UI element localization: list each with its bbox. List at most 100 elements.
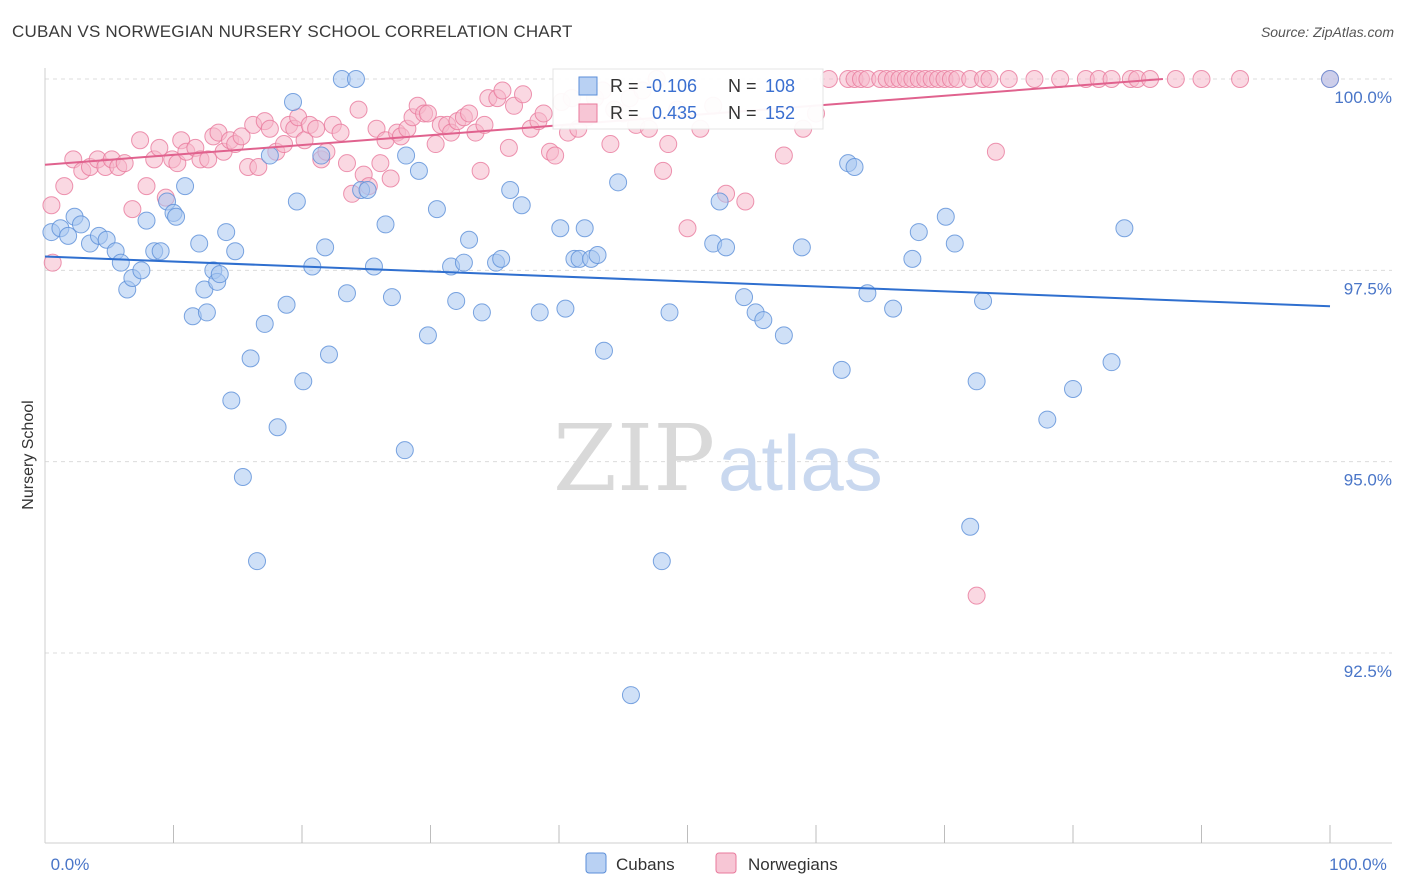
norwegians-point xyxy=(43,253,62,272)
norwegians-point xyxy=(199,150,218,169)
x-tick-label-max: 100.0% xyxy=(1329,855,1387,874)
norwegians-point xyxy=(1166,70,1185,88)
cubans-point xyxy=(735,288,754,307)
cubans-point xyxy=(151,242,170,261)
cubans-point xyxy=(556,299,575,318)
norwegians-point xyxy=(260,119,279,138)
norwegians-r-value: 0.435 xyxy=(652,103,697,123)
cubans-point xyxy=(588,246,607,265)
cubans-point xyxy=(1102,353,1121,372)
axes xyxy=(44,68,1392,844)
cubans-point xyxy=(621,686,640,705)
cubans-point xyxy=(233,467,252,486)
norwegians-point xyxy=(499,138,518,157)
cubans-point xyxy=(59,226,78,245)
cubans-point xyxy=(260,146,279,165)
cubans-point xyxy=(472,303,491,322)
norwegians-point xyxy=(514,85,533,104)
norwegians-point xyxy=(471,161,490,180)
legend-swatch-norwegians xyxy=(715,852,737,874)
norwegians-point xyxy=(475,115,494,134)
norwegians-point xyxy=(42,196,61,215)
cubans-point xyxy=(176,177,195,196)
cubans-point xyxy=(210,265,229,284)
cubans-point xyxy=(967,372,986,391)
cubans-point xyxy=(337,284,356,303)
norwegians-point xyxy=(986,142,1005,161)
norwegians-point xyxy=(601,135,620,154)
cubans-point xyxy=(710,192,729,211)
cubans-point xyxy=(427,200,446,219)
norwegians-point xyxy=(1192,70,1211,88)
cubans-point xyxy=(974,291,993,310)
cubans-point xyxy=(1115,219,1134,238)
cubans-point xyxy=(774,326,793,345)
cubans-point xyxy=(1064,379,1082,398)
y-tick-label: 97.5% xyxy=(1344,279,1392,298)
y-axis-label: Nursery School xyxy=(20,400,37,509)
norwegians-n-label: N = xyxy=(728,103,757,123)
norwegians-point xyxy=(659,135,678,154)
norwegians-point xyxy=(331,123,350,142)
cubans-point xyxy=(222,391,241,410)
cubans-point xyxy=(287,192,306,211)
cubans-point xyxy=(376,215,395,234)
cubans-point xyxy=(492,249,511,268)
cubans-point xyxy=(71,215,90,234)
cubans-point xyxy=(197,303,216,322)
cubans-point xyxy=(382,288,401,307)
cubans-point xyxy=(255,314,274,333)
legend-label-norwegians: Norwegians xyxy=(748,855,838,874)
watermark-zip: ZIP xyxy=(553,405,715,512)
norwegians-r-label: R = xyxy=(610,103,639,123)
norwegians-point xyxy=(249,158,268,177)
cubans-point xyxy=(594,341,613,360)
cubans-n-label: N = xyxy=(728,76,757,96)
y-tick-label: 95.0% xyxy=(1344,471,1392,490)
cubans-point xyxy=(460,230,479,249)
cubans-r-value: -0.106 xyxy=(646,76,697,96)
cubans-point xyxy=(945,234,964,253)
legend: Cubans Norwegians xyxy=(585,852,838,874)
cubans-point xyxy=(284,92,303,111)
cubans-point xyxy=(660,303,679,322)
norwegians-point xyxy=(980,70,999,88)
cubans-point xyxy=(609,173,628,192)
watermark: ZIP atlas xyxy=(553,405,883,512)
cubans-point xyxy=(454,253,473,272)
cubans-point xyxy=(217,223,236,242)
cubans-points xyxy=(42,70,1339,705)
norwegians-point xyxy=(1102,70,1121,88)
cubans-point xyxy=(652,552,671,571)
cubans-point xyxy=(845,158,864,177)
cubans-point xyxy=(832,360,851,379)
source-credit: Source: ZipAtlas.com xyxy=(1260,24,1394,40)
cubans-point xyxy=(530,303,549,322)
norwegians-point xyxy=(1231,70,1250,88)
norwegians-point xyxy=(275,135,294,154)
cubans-point xyxy=(1038,410,1057,429)
cubans-point xyxy=(268,418,287,437)
norwegians-point xyxy=(55,177,74,196)
norwegians-point xyxy=(1051,70,1070,88)
cubans-point xyxy=(167,207,186,226)
norwegians-point xyxy=(418,104,437,123)
x-tick-label-min: 0.0% xyxy=(51,855,90,874)
norwegians-n-value: 152 xyxy=(765,103,795,123)
legend-label-cubans: Cubans xyxy=(616,855,675,874)
cubans-point xyxy=(132,261,151,280)
cubans-point xyxy=(501,180,520,199)
cubans-point xyxy=(717,238,736,257)
cubans-point xyxy=(551,219,570,238)
norwegians-point xyxy=(131,131,150,150)
norwegians-point xyxy=(137,177,156,196)
cubans-point xyxy=(936,207,955,226)
cubans-point xyxy=(241,349,260,368)
y-tick-label: 100.0% xyxy=(1334,88,1392,107)
norwegians-stat-swatch xyxy=(578,103,598,123)
norwegians-point xyxy=(774,146,793,165)
cubans-point xyxy=(754,311,773,330)
cubans-point xyxy=(312,146,331,165)
norwegians-point xyxy=(460,104,479,123)
